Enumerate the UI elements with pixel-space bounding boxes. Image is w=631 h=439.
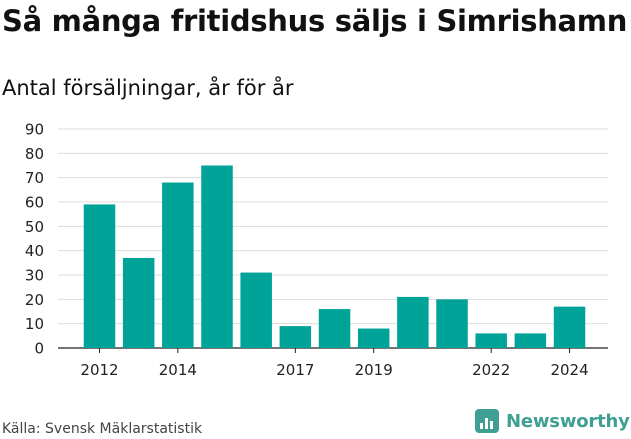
x-tick-label: 2014 bbox=[159, 361, 197, 379]
bar-2024[interactable] bbox=[553, 306, 586, 348]
x-tick-label: 2022 bbox=[472, 361, 510, 379]
y-tick-label: 50 bbox=[25, 218, 44, 236]
chart-subtitle: Antal försäljningar, år för år bbox=[2, 76, 294, 100]
y-tick-label: 70 bbox=[25, 169, 44, 187]
x-axis-ticks: 2012 2014 2017 2019 2022 2024 bbox=[80, 348, 589, 379]
bar-2012[interactable] bbox=[83, 204, 116, 348]
bar-2021[interactable] bbox=[436, 299, 468, 348]
x-tick-label: 2012 bbox=[80, 361, 118, 379]
chart-title: Så många fritidshus säljs i Simrishamn bbox=[2, 4, 628, 38]
bar-2015[interactable] bbox=[201, 165, 233, 349]
bar-2020[interactable] bbox=[397, 296, 429, 348]
y-tick-label: 40 bbox=[25, 242, 44, 260]
y-tick-label: 0 bbox=[34, 340, 44, 358]
y-tick-label: 10 bbox=[25, 315, 44, 333]
brand-name: Newsworthy bbox=[506, 410, 630, 432]
y-tick-label: 20 bbox=[25, 291, 44, 309]
bar-2018[interactable] bbox=[318, 309, 351, 348]
y-tick-label: 60 bbox=[25, 194, 44, 212]
bar-2016[interactable] bbox=[240, 272, 272, 348]
y-tick-label: 80 bbox=[25, 145, 44, 163]
y-axis-ticks: 0 10 20 30 40 50 60 70 80 90 bbox=[25, 121, 44, 358]
bar-2022[interactable] bbox=[475, 333, 507, 348]
x-tick-label: 2017 bbox=[276, 361, 314, 379]
x-tick-label: 2019 bbox=[355, 361, 393, 379]
bar-2019[interactable] bbox=[357, 328, 390, 348]
bar-2014[interactable] bbox=[162, 182, 194, 348]
bar-chart: 0 10 20 30 40 50 60 70 80 90 2012 2014 2017 2019 2022… bbox=[25, 121, 608, 379]
y-tick-label: 30 bbox=[25, 267, 44, 285]
y-tick-label: 90 bbox=[25, 121, 44, 139]
source-note: Källa: Svensk Mäklarstatistik bbox=[2, 421, 203, 437]
bar-2013[interactable] bbox=[122, 257, 155, 348]
x-tick-label: 2024 bbox=[550, 361, 588, 379]
bar-2017[interactable] bbox=[279, 326, 312, 348]
newsworthy-logo[interactable]: Newsworthy bbox=[475, 409, 630, 433]
bar-2023[interactable] bbox=[514, 333, 547, 348]
bars bbox=[83, 165, 586, 349]
bar-chart-logo-icon bbox=[475, 409, 499, 433]
